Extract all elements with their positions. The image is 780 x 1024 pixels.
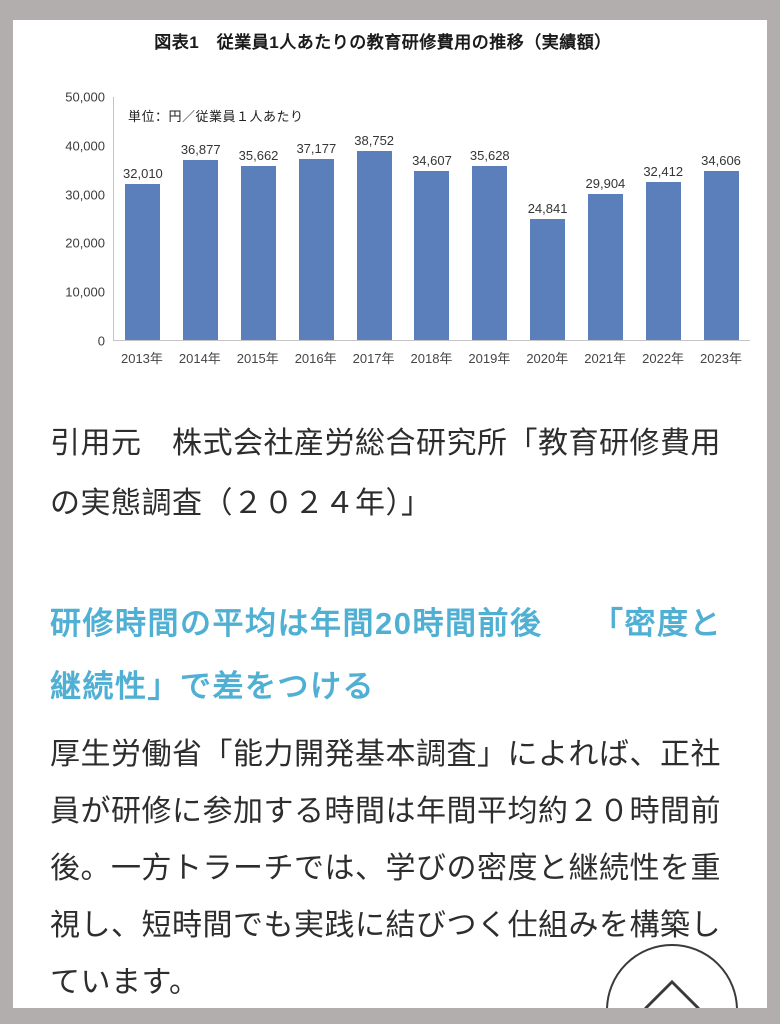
x-tick-label: 2018年 [410,351,453,366]
article-card: 図表1 従業員1人あたりの教育研修費用の推移（実績額） 50,000 40,000… [13,20,767,1008]
bar-value-label: 34,607 [412,153,452,168]
bar-group: 37,177 [287,97,345,340]
bar [183,160,219,340]
bar [298,159,334,340]
bar-value-label: 35,628 [469,148,510,163]
y-tick-label: 40,000 [65,138,105,154]
chart-y-axis: 50,000 40,000 30,000 20,000 10,000 0 [13,90,105,349]
y-tick-label: 10,000 [65,284,105,300]
bar-value-label: 24,841 [527,201,568,216]
x-tick-label: 2019年 [468,351,511,366]
y-tick-label: 30,000 [65,187,105,203]
scroll-to-top-button[interactable] [606,944,738,1008]
bar-group: 32,010 [114,97,172,340]
bar [587,194,623,340]
bar-group: 35,628 [461,97,519,340]
x-tick-label: 2014年 [178,351,221,366]
bar-value-label: 32,010 [123,166,163,181]
x-tick-label: 2016年 [294,351,337,366]
bar [356,151,392,340]
bar [530,219,566,340]
bar [414,171,450,340]
y-tick-label: 50,000 [65,89,105,105]
bar-value-label: 36,877 [180,142,221,157]
bar-group: 29,904 [577,97,635,340]
bar-value-label: 29,904 [585,176,626,191]
x-tick-label: 2022年 [642,351,685,366]
chart-plot-area: 単位：円／従業員１人あたり 32,010 36,877 35,662 37,177 38… [113,97,750,341]
bar-value-label: 32,412 [643,164,684,179]
bar-group: 34,607 [403,97,461,340]
y-tick-label: 20,000 [65,235,105,251]
bar-group: 34,606 [692,97,750,340]
chevron-up-icon [644,979,700,1008]
x-tick-label: 2017年 [352,351,395,366]
x-tick-label: 2020年 [526,351,569,366]
bar-group: 32,412 [634,97,692,340]
bar-value-label: 35,662 [238,148,279,163]
bar [472,166,508,340]
x-tick-label: 2013年 [120,351,163,366]
bar [125,184,161,340]
chart-title: 図表1 従業員1人あたりの教育研修費用の推移（実績額） [154,33,612,52]
bar-group: 35,662 [230,97,288,340]
bar-value-label: 38,752 [354,133,395,148]
x-tick-label: 2021年 [584,351,627,366]
bar [645,182,681,340]
section-heading: 研修時間の平均は年間20時間前後 「密度と継続性」で差をつける [50,606,722,704]
bar-group: 38,752 [345,97,403,340]
chart-bars: 32,010 36,877 35,662 37,177 38,752 34,607 35,6… [114,97,750,340]
x-tick-label: 2015年 [236,351,279,366]
bar [703,171,739,340]
citation-text: 引用元 株式会社産労総合研究所「教育研修費用の実態調査（２０２４年）」 [50,427,721,520]
bar-value-label: 34,606 [701,153,741,168]
chart-unit-label: 単位：円／従業員１人あたり [128,109,304,124]
bar-value-label: 37,177 [296,141,337,156]
bar [241,166,277,340]
chart-x-axis: 2013年 2014年 2015年 2016年 2017年 2018年 2019年 2020年… [113,348,750,367]
x-tick-label: 2023年 [700,351,742,366]
y-tick-label: 0 [97,333,105,349]
bar-group: 24,841 [519,97,577,340]
body-paragraph: 厚生労働省「能力開発基本調査」によれば、正社員が研修に参加する時間は年間平均約２… [50,738,721,999]
bar-group: 36,877 [172,97,230,340]
